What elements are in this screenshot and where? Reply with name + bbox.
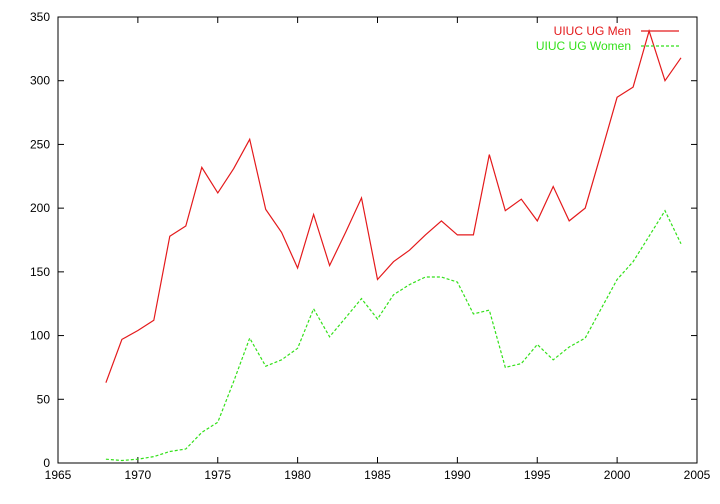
x-tick-label: 2005 (684, 468, 711, 482)
series-lines (105, 28, 682, 462)
x-tick-label: 1990 (444, 468, 471, 482)
x-tick-label: 2000 (604, 468, 631, 482)
axis-ticks: 1965 1970 1975 1980 1985 1990 1995 2000 2005 0 50 1… (30, 10, 711, 482)
series-line-0 (105, 28, 682, 383)
y-tick-label: 350 (30, 10, 50, 24)
y-tick-label: 250 (30, 137, 50, 151)
series-line-1 (105, 209, 682, 462)
y-tick-label: 200 (30, 201, 50, 215)
y-tick-label: 150 (30, 265, 50, 279)
plot-border (57, 16, 698, 464)
x-tick-label: 1975 (204, 468, 231, 482)
legend-label-0: UIUC UG Men (554, 24, 631, 38)
x-tick-label: 1970 (125, 468, 152, 482)
y-tick-label: 100 (30, 329, 50, 343)
x-tick-label: 1980 (284, 468, 311, 482)
plot-area (57, 16, 698, 464)
y-tick-label: 50 (37, 392, 51, 406)
y-tick-label: 0 (43, 456, 50, 470)
x-tick-label: 1965 (45, 468, 72, 482)
y-tick-label: 300 (30, 74, 50, 88)
x-tick-label: 1995 (524, 468, 551, 482)
legend-label-1: UIUC UG Women (536, 39, 631, 53)
x-tick-label: 1985 (364, 468, 391, 482)
